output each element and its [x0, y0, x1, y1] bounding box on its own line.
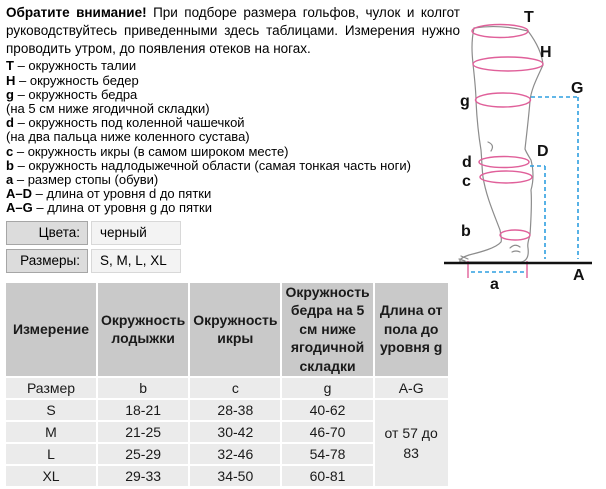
legend-item-b: b – окружность надлодыжечной области (са… — [6, 157, 460, 173]
legend-key: H — [6, 72, 16, 88]
thigh-ellipse — [474, 92, 532, 108]
header-thigh: Окружность бедра на 5 см ниже ягодичной … — [282, 282, 373, 376]
cell-b: 21-25 — [98, 421, 189, 442]
cell-ag-merged: от 57 до 83 — [374, 399, 448, 486]
legend-key: A–D — [6, 186, 33, 202]
cell-g: 40-62 — [282, 399, 373, 420]
label-d: d — [462, 154, 472, 171]
sizes-row: Размеры: S, M, L, XL — [6, 248, 460, 273]
length-ad-dash — [530, 165, 546, 259]
legend-key: c — [6, 143, 14, 159]
label-a: a — [490, 276, 499, 293]
subheader-size: Размер — [6, 377, 96, 398]
label-A: A — [573, 267, 585, 284]
label-b: b — [461, 223, 471, 240]
leg-outline — [458, 25, 544, 263]
legend-item-H: H – окружность бедер — [6, 72, 460, 88]
intro-paragraph: Обратите внимание! При подборе размера г… — [6, 4, 460, 57]
subheader-c: c — [190, 377, 281, 398]
cell-b: 25-29 — [98, 443, 189, 464]
subheader-ag: A-G — [374, 377, 448, 398]
cell-g: 60-81 — [282, 465, 373, 486]
legend-item-AD: A–D – длина от уровня d до пятки — [6, 187, 460, 201]
below-knee-ellipse — [478, 155, 530, 169]
waist-ellipse — [471, 23, 529, 39]
legend-item-d-note: (на два пальца ниже коленного сустава) — [6, 130, 460, 144]
legend-text: – окружность бедер — [15, 72, 139, 88]
table-row-m: M 21-25 30-42 46-70 — [6, 421, 448, 442]
cell-g: 54-78 — [282, 443, 373, 464]
legend-text: (на 5 см ниже ягодичной складки) — [6, 101, 210, 116]
sizes-value: S, M, L, XL — [91, 248, 181, 273]
label-c: c — [462, 173, 471, 190]
subheader-b: b — [98, 377, 189, 398]
cell-c: 30-42 — [190, 421, 281, 442]
header-ankle: Окружность лодыжки — [98, 282, 189, 376]
colors-label: Цвета: — [6, 220, 88, 245]
diagram-labels: T H G g D d c b a A — [460, 9, 585, 293]
legend-key: A–G — [6, 200, 33, 216]
content-column: Обратите внимание! При подборе размера г… — [6, 4, 460, 488]
cell-size: S — [6, 399, 96, 420]
legend-key: b — [6, 157, 14, 173]
cell-c: 32-46 — [190, 443, 281, 464]
length-ag-dash — [531, 96, 579, 259]
cell-g: 46-70 — [282, 421, 373, 442]
leg-measurement-diagram: T H G g D d c b a A — [444, 9, 592, 293]
legend-item-AG: A–G – длина от уровня g до пятки — [6, 201, 460, 215]
legend-item-T: T – окружность талии — [6, 59, 460, 73]
legend-key: T — [6, 58, 14, 74]
size-table: Измерение Окружность лодыжки Окружность … — [4, 281, 450, 488]
legend-text: – окружность бедра — [13, 86, 138, 102]
legend-key: g — [6, 86, 14, 102]
legend-text: – окружность под коленной чашечкой — [13, 115, 245, 131]
legend-text: – размер стопы (обуви) — [13, 172, 159, 188]
cell-b: 18-21 — [98, 399, 189, 420]
header-length: Длина от пола до уровня g — [374, 282, 448, 376]
header-calf: Окружность икры — [190, 282, 281, 376]
label-D: D — [537, 143, 549, 160]
legend-text: – окружность надлодыжечной области (сама… — [13, 157, 411, 173]
intro-attention: Обратите внимание! — [6, 5, 147, 20]
hip-ellipse — [472, 56, 544, 72]
table-row-l: L 25-29 32-46 54-78 — [6, 443, 448, 464]
cell-size: M — [6, 421, 96, 442]
subheader-g: g — [282, 377, 373, 398]
cell-size: XL — [6, 465, 96, 486]
colors-value: черный — [91, 220, 181, 245]
legend-text: – окружность талии — [13, 58, 137, 74]
legend-item-g-note: (на 5 см ниже ягодичной складки) — [6, 101, 460, 116]
table-row-xl: XL 29-33 34-50 60-81 — [6, 465, 448, 486]
legend-text: (на два пальца ниже коленного сустава) — [6, 129, 250, 145]
header-measurement: Измерение — [6, 282, 96, 376]
table-row-s: S 18-21 28-38 40-62 от 57 до 83 — [6, 399, 448, 486]
size-table-header-row: Измерение Окружность лодыжки Окружность … — [6, 282, 448, 376]
legend-item-g: g – окружность бедра — [6, 86, 460, 102]
legend-item-c: c – окружность икры (в самом широком мес… — [6, 143, 460, 159]
cell-c: 34-50 — [190, 465, 281, 486]
size-table-subheader-row: Размер b c g A-G — [6, 377, 448, 398]
label-g: g — [460, 93, 470, 110]
ankle-ellipse — [499, 229, 531, 241]
cell-size: L — [6, 443, 96, 464]
legend-item-d: d – окружность под коленной чашечкой — [6, 116, 460, 130]
label-H: H — [540, 44, 552, 61]
label-G: G — [571, 80, 583, 97]
legend-text: – длина от уровня d до пятки — [32, 186, 212, 202]
measurement-legend: T – окружность талии H – окружность беде… — [6, 59, 460, 215]
legend-key: d — [6, 115, 14, 131]
legend-text: – длина от уровня g до пятки — [32, 200, 212, 216]
cell-c: 28-38 — [190, 399, 281, 420]
intro-text: При подборе размера гольфов, чулок и кол… — [6, 5, 460, 56]
sizes-label: Размеры: — [6, 248, 88, 273]
legend-key: a — [6, 172, 14, 188]
colors-row: Цвета: черный — [6, 220, 460, 245]
legend-text: – окружность икры (в самом широком месте… — [13, 143, 289, 159]
label-T: T — [524, 9, 534, 26]
legend-item-a: a – размер стопы (обуви) — [6, 172, 460, 188]
cell-b: 29-33 — [98, 465, 189, 486]
calf-ellipse — [479, 170, 533, 184]
